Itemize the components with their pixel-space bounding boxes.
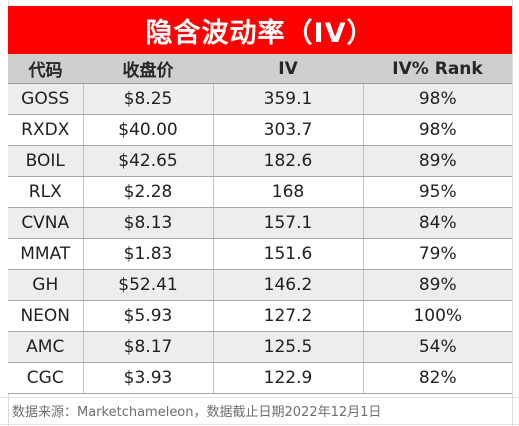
iv-cell: 303.7 (212, 114, 363, 146)
iv-table: 隐含波动率（IV） 代码 收盘价 IV IV% Rank GOSS $8.25 … (8, 6, 513, 394)
iv-rank-cell: 89% (362, 145, 513, 177)
table-row: NEON $5.93 127.2 100% (8, 300, 513, 332)
header-iv-rank: IV% Rank (363, 54, 513, 84)
table-row: RXDX $40.00 303.7 98% (8, 114, 513, 146)
ticker-cell: RXDX (8, 114, 83, 146)
iv-rank-cell: 98% (362, 83, 513, 115)
table-row: RLX $2.28 168 95% (8, 176, 513, 208)
ticker-cell: BOIL (8, 145, 83, 177)
grid-line (0, 424, 519, 425)
close-price-cell: $3.93 (82, 362, 213, 394)
close-price-cell: $2.28 (82, 176, 213, 208)
iv-cell: 146.2 (212, 269, 363, 301)
iv-cell: 151.6 (212, 238, 363, 270)
close-price-cell: $8.17 (82, 331, 213, 363)
table-row: AMC $8.17 125.5 54% (8, 331, 513, 363)
iv-cell: 157.1 (212, 207, 363, 239)
iv-cell: 182.6 (212, 145, 363, 177)
ticker-cell: GOSS (8, 83, 83, 115)
ticker-cell: GH (8, 269, 83, 301)
table-row: CGC $3.93 122.9 82% (8, 362, 513, 394)
iv-cell: 125.5 (212, 331, 363, 363)
table-title: 隐含波动率（IV） (8, 6, 513, 54)
iv-cell: 127.2 (212, 300, 363, 332)
iv-rank-cell: 95% (362, 176, 513, 208)
table-row: MMAT $1.83 151.6 79% (8, 238, 513, 270)
header-close-price: 收盘价 (83, 54, 213, 84)
close-price-cell: $42.65 (82, 145, 213, 177)
ticker-cell: MMAT (8, 238, 83, 270)
ticker-cell: AMC (8, 331, 83, 363)
table-row: CVNA $8.13 157.1 84% (8, 207, 513, 239)
table-row: BOIL $42.65 182.6 89% (8, 145, 513, 177)
iv-rank-cell: 84% (362, 207, 513, 239)
table-row: GH $52.41 146.2 89% (8, 269, 513, 301)
table-row: GOSS $8.25 359.1 98% (8, 83, 513, 115)
iv-cell: 122.9 (212, 362, 363, 394)
grid-line (0, 397, 519, 398)
header-iv: IV (213, 54, 363, 84)
header-ticker: 代码 (8, 54, 83, 84)
source-note: 数据来源：Marketchameleon，数据截止日期2022年12月1日 (12, 405, 382, 420)
ticker-cell: RLX (8, 176, 83, 208)
close-price-cell: $8.25 (82, 83, 213, 115)
iv-rank-cell: 54% (362, 331, 513, 363)
close-price-cell: $1.83 (82, 238, 213, 270)
close-price-cell: $8.13 (82, 207, 213, 239)
title-row: 隐含波动率（IV） (8, 6, 513, 54)
ticker-cell: CVNA (8, 207, 83, 239)
iv-rank-cell: 82% (362, 362, 513, 394)
iv-rank-cell: 79% (362, 238, 513, 270)
iv-cell: 168 (212, 176, 363, 208)
close-price-cell: $40.00 (82, 114, 213, 146)
grid-line (512, 0, 513, 426)
iv-rank-cell: 89% (362, 269, 513, 301)
close-price-cell: $5.93 (82, 300, 213, 332)
iv-cell: 359.1 (212, 83, 363, 115)
ticker-cell: NEON (8, 300, 83, 332)
header-row: 代码 收盘价 IV IV% Rank (8, 54, 513, 84)
iv-rank-cell: 100% (362, 300, 513, 332)
close-price-cell: $52.41 (82, 269, 213, 301)
ticker-cell: CGC (8, 362, 83, 394)
iv-rank-cell: 98% (362, 114, 513, 146)
